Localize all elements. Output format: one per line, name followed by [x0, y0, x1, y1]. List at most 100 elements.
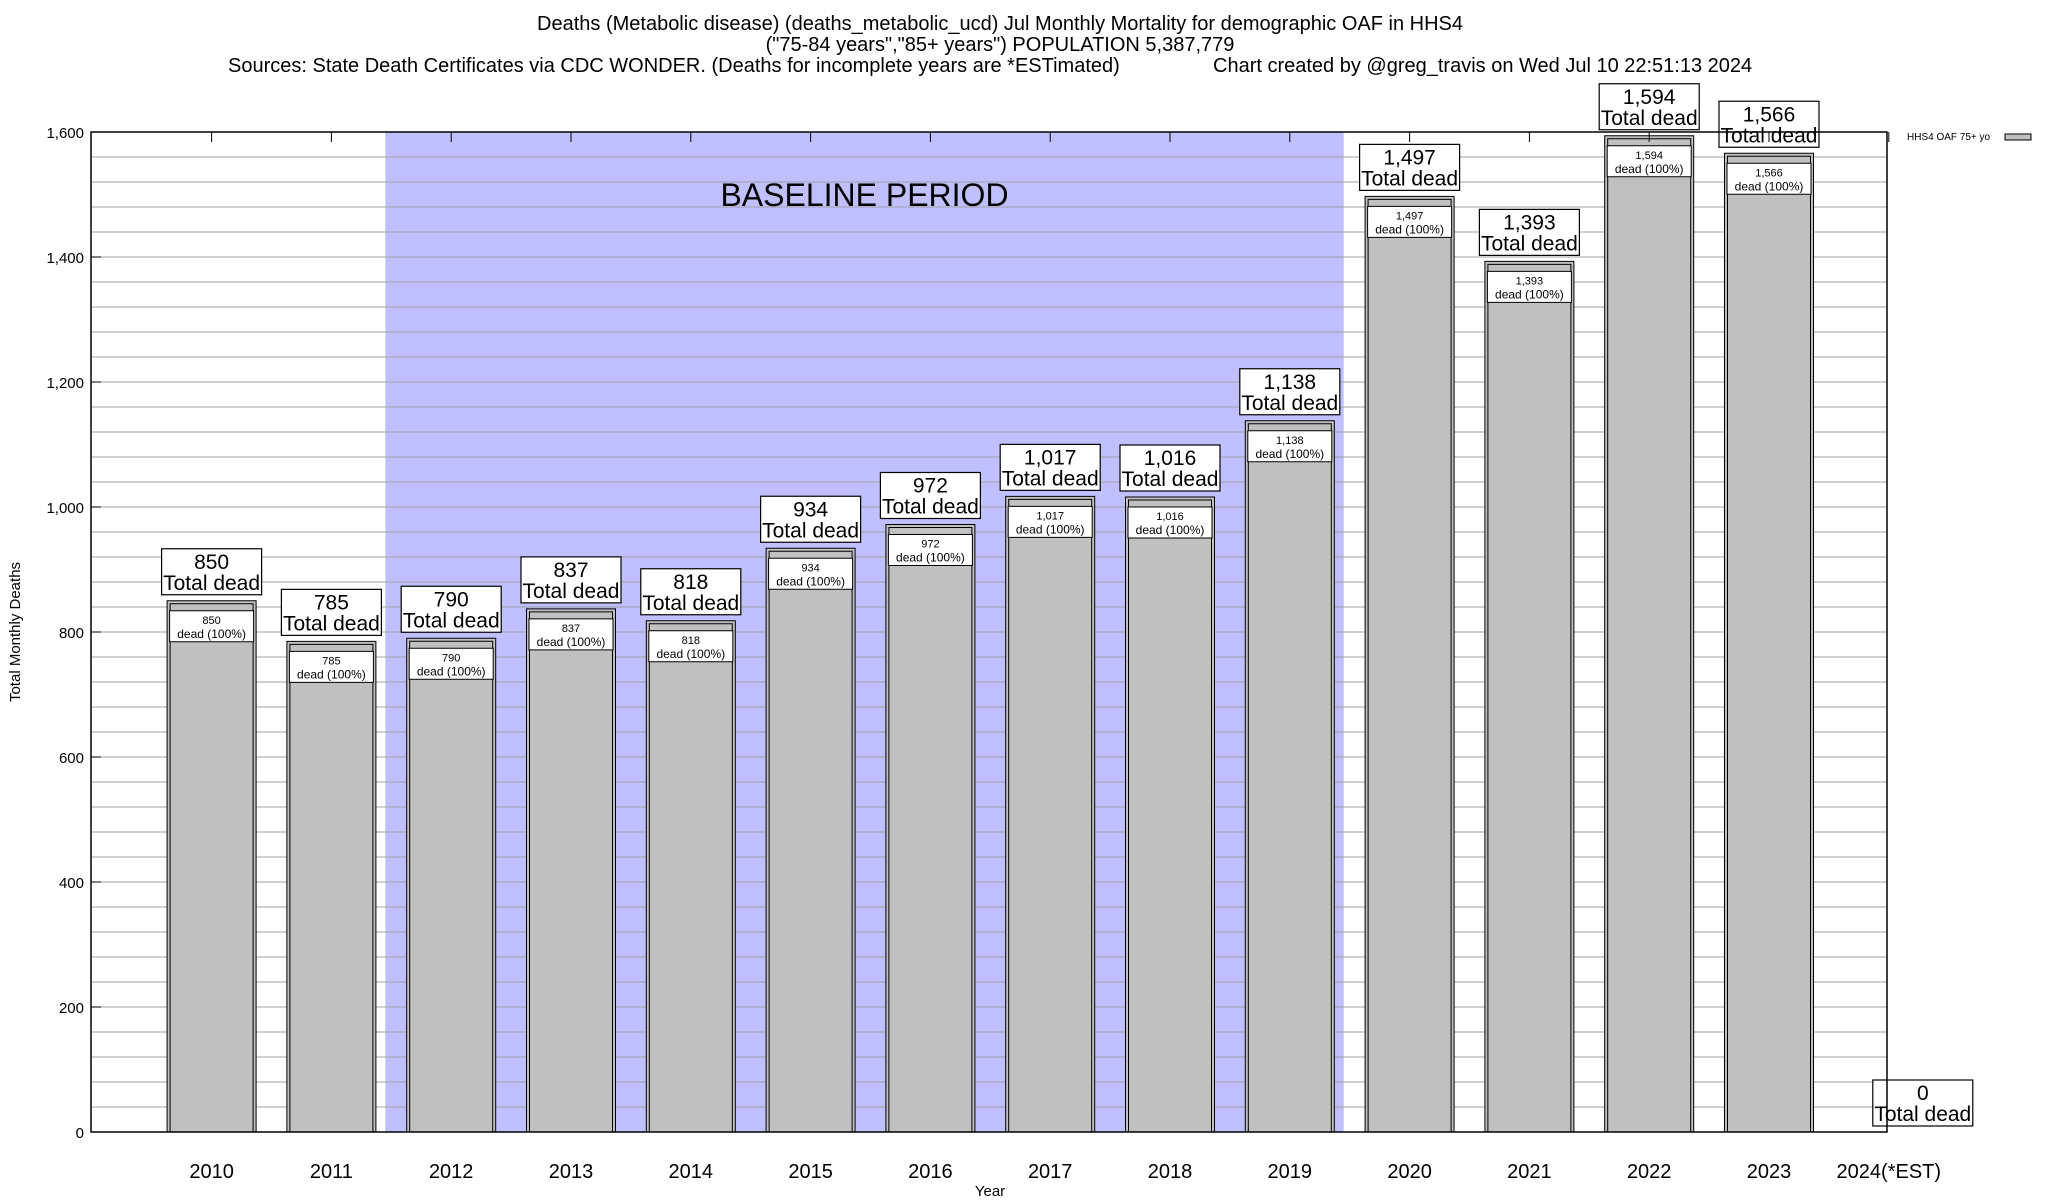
- y-axis-label: Total Monthly Deaths: [7, 562, 24, 702]
- x-tick-label: 2019: [1268, 1161, 1313, 1183]
- total-value-label: 818: [673, 571, 708, 594]
- x-tick-label: 2023: [1747, 1161, 1792, 1183]
- inner-value-label: 1,393: [1516, 275, 1544, 287]
- inner-label-box: [1127, 506, 1213, 539]
- y-axis: 0 200 400 600 800 1,000 1,200 1,400 1,600: [46, 125, 101, 1142]
- bar: [1364, 195, 1455, 1133]
- inner-label-box: [408, 647, 494, 680]
- total-label-box: [1119, 444, 1221, 492]
- bar: [166, 600, 257, 1133]
- x-tick-label: 2010: [189, 1161, 234, 1183]
- total-dead-label: Total dead: [283, 612, 380, 635]
- inner-value-label: 837: [562, 623, 580, 635]
- x-tick-label: 2018: [1148, 1161, 1193, 1183]
- bar: [526, 608, 616, 1133]
- inner-value-label: 1,594: [1635, 150, 1663, 162]
- inner-label-box: [1726, 162, 1812, 195]
- total-dead-label: Total dead: [403, 609, 500, 632]
- inner-value-label: 818: [682, 635, 700, 647]
- x-tick-label: 2015: [788, 1161, 833, 1183]
- inner-value-label: 972: [921, 539, 939, 551]
- bar: [286, 640, 377, 1133]
- total-value-label: 1,594: [1623, 86, 1676, 109]
- inner-percent-label: dead (100%): [776, 574, 845, 588]
- inner-label-box: [768, 557, 854, 590]
- total-value-label: 1,497: [1383, 146, 1436, 169]
- total-value-label: 1,017: [1024, 446, 1077, 469]
- bar: [765, 547, 856, 1133]
- inner-value-label: 934: [801, 562, 819, 574]
- total-dead-label: Total dead: [1874, 1103, 1971, 1126]
- inner-value-label: 1,566: [1755, 167, 1783, 179]
- y-tick-label: 200: [59, 1000, 84, 1017]
- total-value-label: 850: [194, 551, 229, 574]
- inner-percent-label: dead (100%): [1255, 447, 1324, 461]
- baseline-period-label: BASELINE PERIOD: [720, 177, 1008, 213]
- inner-label-box: [887, 534, 973, 566]
- inner-label-box: [1007, 505, 1093, 538]
- total-label-box: [1478, 208, 1581, 256]
- total-dead-label: Total dead: [642, 592, 739, 615]
- x-tick-label: 2012: [429, 1161, 474, 1183]
- x-tick-label: 2017: [1028, 1161, 1073, 1183]
- title-line-1: Deaths (Metabolic disease) (deaths_metab…: [537, 13, 1463, 35]
- inner-label-box: [1606, 145, 1692, 178]
- x-tick-label: 2022: [1627, 1161, 1672, 1183]
- y-tick-label: 800: [59, 625, 84, 642]
- inner-percent-label: dead (100%): [297, 667, 366, 681]
- total-label-box: [1872, 1079, 1974, 1127]
- inner-value-label: 790: [442, 652, 460, 664]
- title-line-2: ("75-84 years","85+ years") POPULATION 5…: [766, 34, 1235, 56]
- total-value-label: 934: [793, 498, 828, 521]
- total-label-box: [161, 548, 263, 596]
- total-dead-label: Total dead: [1601, 107, 1698, 130]
- total-label-box: [400, 585, 502, 633]
- inner-label-box: [648, 630, 734, 663]
- y-tick-label: 1,000: [46, 500, 84, 517]
- total-value-label: 1,566: [1743, 103, 1796, 126]
- inner-percent-label: dead (100%): [177, 627, 246, 641]
- inner-label-box: [169, 610, 255, 643]
- y-tick-label: 600: [59, 750, 84, 767]
- inner-value-label: 1,016: [1156, 511, 1184, 523]
- inner-label-box: [1247, 430, 1333, 463]
- total-label-box: [640, 568, 742, 616]
- gridlines: [91, 131, 1887, 1133]
- total-value-label: 1,138: [1264, 371, 1317, 394]
- x-tick-label: 2011: [310, 1161, 353, 1183]
- x-tick-label: 2021: [1507, 1161, 1552, 1183]
- total-label-box: [999, 443, 1101, 491]
- legend: HHS4 OAF 75+ yo: [1907, 132, 2032, 143]
- x-tick-label: 2013: [549, 1161, 594, 1183]
- total-value-label: 972: [913, 475, 948, 498]
- total-label-box: [879, 471, 982, 520]
- total-value-label: 837: [553, 559, 588, 582]
- inner-value-label: 1,017: [1036, 510, 1064, 522]
- total-dead-label: Total dead: [762, 519, 859, 542]
- x-tick-label: 2014: [669, 1161, 714, 1183]
- y-tick-label: 1,200: [46, 375, 84, 392]
- inner-value-label: 785: [322, 655, 340, 667]
- inner-percent-label: dead (100%): [896, 551, 965, 565]
- y-tick-label: 0: [76, 1125, 84, 1142]
- inner-label-box: [1486, 270, 1572, 303]
- total-value-label: 1,016: [1144, 447, 1197, 470]
- bar: [406, 637, 497, 1133]
- inner-label-box: [288, 650, 374, 683]
- inner-value-label: 850: [202, 615, 220, 627]
- bar: [1005, 495, 1096, 1133]
- bar: [1724, 152, 1814, 1133]
- total-label-box: [759, 495, 862, 543]
- legend-label: HHS4 OAF 75+ yo: [1907, 132, 1991, 143]
- inner-percent-label: dead (100%): [1495, 287, 1564, 301]
- y-tick-label: 1,400: [46, 250, 84, 267]
- total-dead-label: Total dead: [1122, 468, 1219, 491]
- total-value-label: 790: [434, 588, 469, 611]
- total-value-label: 0: [1917, 1082, 1929, 1105]
- inner-percent-label: dead (100%): [417, 664, 486, 678]
- x-tick-label: 2020: [1387, 1161, 1432, 1183]
- credit-text: Chart created by @greg_travis on Wed Jul…: [1213, 55, 1752, 77]
- inner-value-label: 1,497: [1396, 210, 1424, 222]
